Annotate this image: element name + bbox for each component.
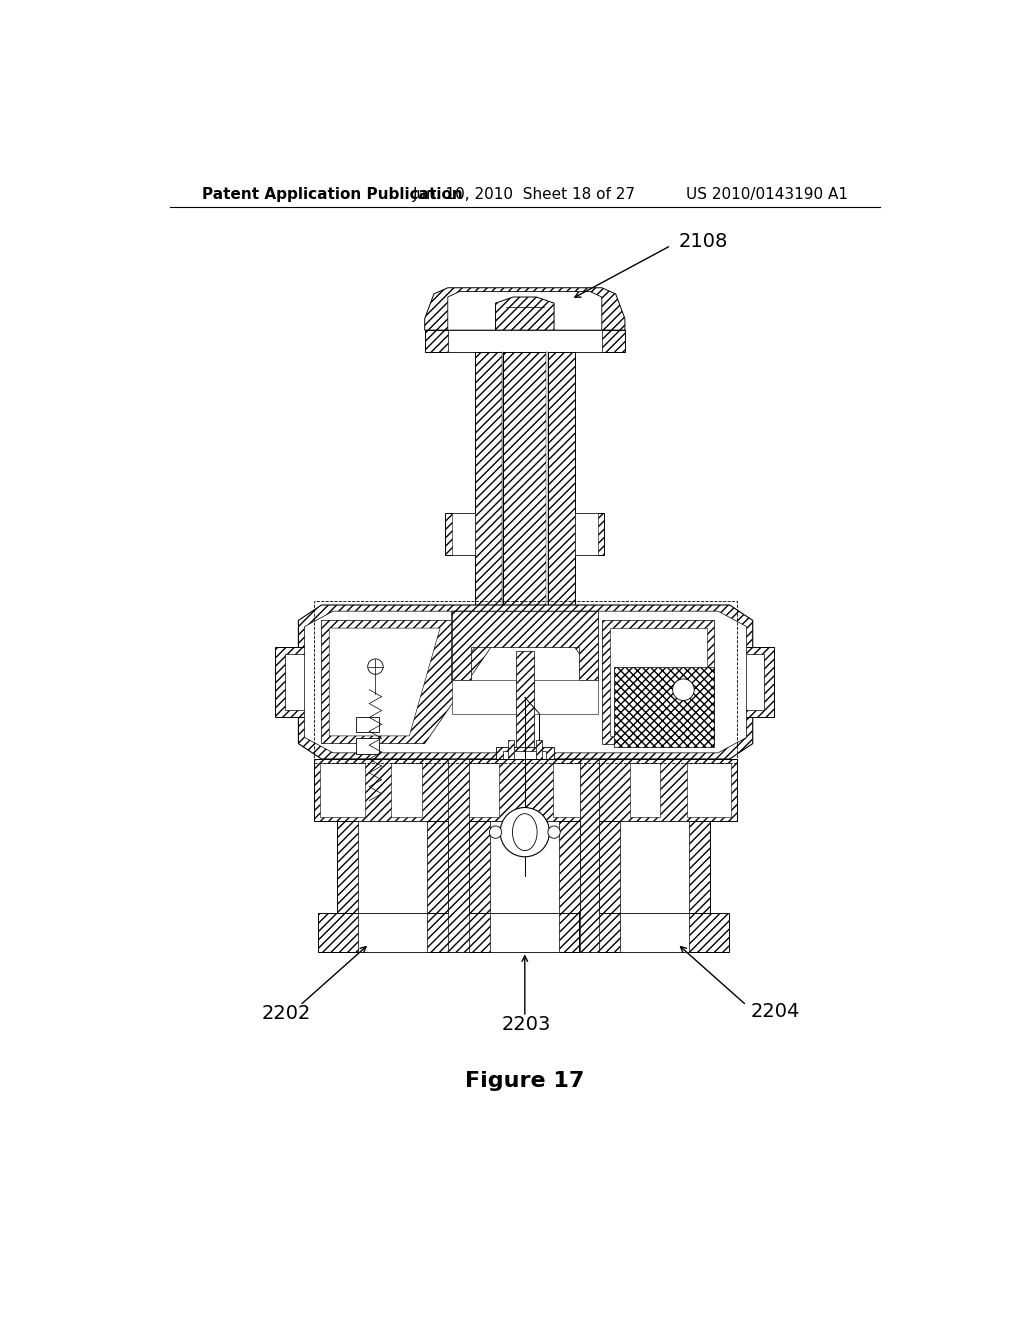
Polygon shape [490,913,559,952]
Polygon shape [317,913,467,952]
Polygon shape [452,611,598,681]
Polygon shape [313,759,737,821]
Polygon shape [391,763,422,817]
Text: 2203: 2203 [502,1015,551,1034]
Polygon shape [614,667,714,747]
Polygon shape [503,751,547,767]
Polygon shape [469,821,581,913]
Polygon shape [452,681,598,714]
Polygon shape [574,512,598,554]
Polygon shape [447,759,469,952]
Polygon shape [502,857,548,876]
Polygon shape [356,760,379,775]
Circle shape [368,659,383,675]
Polygon shape [547,351,548,651]
Polygon shape [602,620,714,743]
Polygon shape [609,628,707,737]
Polygon shape [548,351,574,651]
Polygon shape [356,717,379,733]
Polygon shape [730,647,773,717]
Polygon shape [599,821,710,913]
Polygon shape [298,605,753,759]
Polygon shape [447,292,602,330]
Polygon shape [490,821,559,913]
Polygon shape [425,288,625,330]
Polygon shape [275,647,322,717]
Polygon shape [356,738,379,754]
Polygon shape [553,763,599,817]
Circle shape [673,678,694,701]
Text: US 2010/0143190 A1: US 2010/0143190 A1 [686,187,848,202]
Polygon shape [508,739,514,876]
Text: 2108: 2108 [679,232,728,251]
Polygon shape [322,620,509,743]
Polygon shape [425,330,625,351]
Polygon shape [475,351,502,651]
Polygon shape [574,512,604,554]
Polygon shape [319,763,365,817]
Polygon shape [580,913,729,952]
Polygon shape [496,747,554,771]
Polygon shape [686,763,731,817]
Polygon shape [445,512,475,554]
Polygon shape [452,611,475,681]
Polygon shape [574,611,598,681]
Polygon shape [496,297,554,330]
Polygon shape [630,763,660,817]
Polygon shape [447,330,602,351]
Polygon shape [451,913,599,952]
Text: Figure 17: Figure 17 [465,1072,585,1092]
Circle shape [500,808,550,857]
Polygon shape [620,821,689,913]
Polygon shape [536,739,542,876]
Polygon shape [357,821,427,913]
Polygon shape [581,759,599,952]
Circle shape [489,826,502,838]
Text: Jun. 10, 2010  Sheet 18 of 27: Jun. 10, 2010 Sheet 18 of 27 [414,187,636,202]
Polygon shape [357,913,427,952]
Polygon shape [620,913,689,952]
Circle shape [548,826,560,838]
Polygon shape [730,653,764,710]
Text: 2202: 2202 [261,1003,311,1023]
Polygon shape [337,821,447,913]
Text: Patent Application Publication: Patent Application Publication [202,187,462,202]
Polygon shape [330,628,440,737]
Polygon shape [453,763,499,817]
Text: 2204: 2204 [751,1002,800,1022]
Polygon shape [503,351,547,651]
Polygon shape [285,653,322,710]
Ellipse shape [512,813,538,850]
Polygon shape [502,351,503,651]
Polygon shape [304,611,746,752]
Polygon shape [515,651,535,751]
Polygon shape [452,512,475,554]
